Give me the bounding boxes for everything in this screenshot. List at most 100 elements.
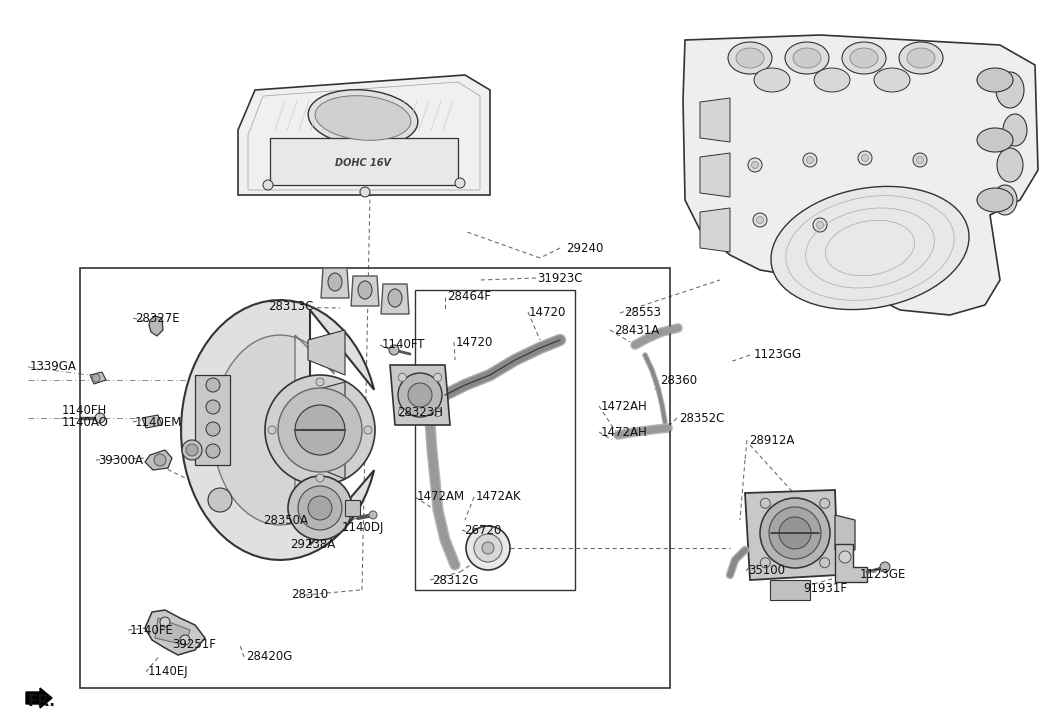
Circle shape bbox=[161, 617, 170, 627]
Polygon shape bbox=[321, 268, 349, 298]
Circle shape bbox=[858, 151, 872, 165]
Circle shape bbox=[399, 409, 406, 417]
Text: 28420G: 28420G bbox=[246, 651, 292, 664]
Circle shape bbox=[95, 413, 105, 423]
Text: 28312G: 28312G bbox=[432, 574, 478, 587]
Polygon shape bbox=[149, 316, 163, 336]
Circle shape bbox=[861, 155, 868, 161]
Ellipse shape bbox=[769, 507, 821, 559]
Circle shape bbox=[182, 440, 202, 460]
Circle shape bbox=[434, 409, 442, 417]
Text: FR.: FR. bbox=[28, 694, 56, 710]
Bar bbox=[415, 290, 575, 590]
Ellipse shape bbox=[850, 48, 878, 68]
Text: 28350A: 28350A bbox=[263, 513, 308, 526]
Polygon shape bbox=[701, 98, 730, 142]
Ellipse shape bbox=[784, 42, 829, 74]
Circle shape bbox=[466, 526, 510, 570]
Ellipse shape bbox=[977, 128, 1013, 152]
Text: 29240: 29240 bbox=[566, 241, 604, 254]
Polygon shape bbox=[308, 330, 345, 375]
Ellipse shape bbox=[977, 68, 1013, 92]
Ellipse shape bbox=[388, 289, 402, 307]
Circle shape bbox=[760, 558, 771, 568]
Circle shape bbox=[820, 558, 830, 568]
Polygon shape bbox=[145, 610, 205, 655]
Text: 29238A: 29238A bbox=[290, 539, 335, 552]
Polygon shape bbox=[145, 450, 172, 470]
Text: 28327E: 28327E bbox=[135, 311, 180, 324]
Text: 1140AO: 1140AO bbox=[62, 416, 108, 428]
Ellipse shape bbox=[977, 188, 1013, 212]
Polygon shape bbox=[684, 35, 1037, 315]
Ellipse shape bbox=[997, 148, 1023, 182]
Ellipse shape bbox=[907, 48, 935, 68]
Ellipse shape bbox=[779, 517, 811, 549]
Ellipse shape bbox=[736, 48, 764, 68]
Circle shape bbox=[752, 161, 759, 169]
Circle shape bbox=[206, 444, 220, 458]
Ellipse shape bbox=[793, 48, 821, 68]
Circle shape bbox=[316, 474, 324, 482]
Text: 26720: 26720 bbox=[465, 523, 502, 537]
Circle shape bbox=[880, 562, 890, 572]
Text: 1140FH: 1140FH bbox=[62, 403, 107, 417]
Ellipse shape bbox=[398, 373, 442, 417]
Ellipse shape bbox=[358, 281, 372, 299]
Circle shape bbox=[268, 426, 276, 434]
Ellipse shape bbox=[842, 42, 885, 74]
Polygon shape bbox=[701, 208, 730, 252]
Ellipse shape bbox=[315, 96, 411, 140]
Circle shape bbox=[455, 178, 465, 188]
Circle shape bbox=[757, 217, 763, 223]
Circle shape bbox=[748, 158, 762, 172]
Ellipse shape bbox=[771, 186, 969, 310]
Polygon shape bbox=[381, 284, 409, 314]
Circle shape bbox=[482, 542, 494, 554]
Polygon shape bbox=[836, 515, 855, 550]
Text: 1123GG: 1123GG bbox=[754, 348, 803, 361]
Circle shape bbox=[364, 426, 372, 434]
Text: 39251F: 39251F bbox=[172, 638, 216, 651]
Text: 28431A: 28431A bbox=[614, 324, 659, 337]
Circle shape bbox=[206, 400, 220, 414]
Text: 14720: 14720 bbox=[529, 305, 567, 318]
Bar bbox=[80, 268, 670, 688]
Text: 1140FE: 1140FE bbox=[130, 624, 174, 637]
Ellipse shape bbox=[296, 405, 345, 455]
Ellipse shape bbox=[308, 89, 418, 146]
Text: 91931F: 91931F bbox=[803, 582, 847, 595]
Circle shape bbox=[803, 153, 817, 167]
Polygon shape bbox=[155, 618, 190, 645]
Text: 1140DJ: 1140DJ bbox=[342, 521, 385, 534]
Circle shape bbox=[180, 635, 190, 645]
Circle shape bbox=[263, 180, 273, 190]
Circle shape bbox=[186, 444, 198, 456]
Ellipse shape bbox=[308, 496, 332, 520]
Circle shape bbox=[399, 374, 406, 382]
Text: 28352C: 28352C bbox=[679, 411, 724, 425]
Circle shape bbox=[360, 187, 370, 197]
Text: 1472AH: 1472AH bbox=[601, 400, 647, 412]
Circle shape bbox=[760, 498, 771, 508]
Text: 1472AK: 1472AK bbox=[476, 491, 522, 504]
Polygon shape bbox=[270, 138, 458, 185]
Polygon shape bbox=[308, 434, 345, 479]
Ellipse shape bbox=[996, 72, 1024, 108]
Text: 1472AM: 1472AM bbox=[417, 491, 466, 504]
Circle shape bbox=[369, 511, 377, 519]
Polygon shape bbox=[213, 335, 335, 525]
Text: 39300A: 39300A bbox=[98, 454, 144, 467]
Polygon shape bbox=[745, 490, 838, 580]
Text: 28313C: 28313C bbox=[268, 300, 314, 313]
Ellipse shape bbox=[728, 42, 772, 74]
Text: 1123GE: 1123GE bbox=[860, 569, 907, 582]
Ellipse shape bbox=[298, 486, 342, 530]
Circle shape bbox=[753, 213, 767, 227]
Polygon shape bbox=[142, 415, 162, 428]
Text: 28360: 28360 bbox=[660, 374, 697, 387]
Circle shape bbox=[916, 156, 924, 164]
Circle shape bbox=[807, 156, 813, 164]
Text: DOHC 16V: DOHC 16V bbox=[335, 158, 391, 168]
Polygon shape bbox=[90, 372, 106, 384]
